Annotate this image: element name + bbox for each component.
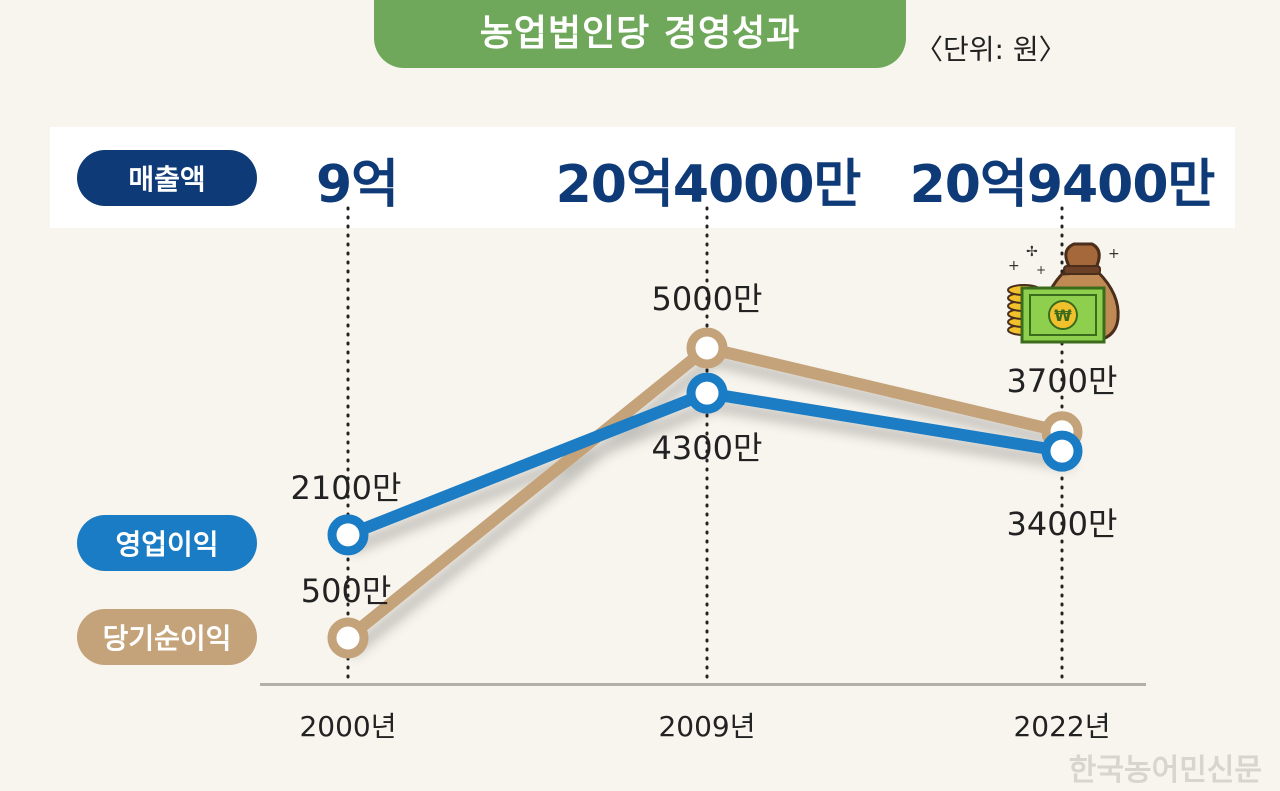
x-tick-2022: 2022년 (1013, 710, 1111, 743)
series-1-label-0: 500만 (301, 572, 392, 610)
series-0-point-2 (1041, 430, 1083, 472)
sales-value-2009: 20억4000만 (555, 155, 862, 215)
unit-label: 〈단위: 원〉 (915, 33, 1067, 66)
legend-operating-profit: 영업이익 (77, 515, 257, 571)
svg-text:₩: ₩ (1054, 306, 1072, 325)
chart-title: 농업법인당 경영성과 (479, 13, 801, 54)
series-0-label-2: 3400만 (1007, 505, 1118, 543)
svg-text:+: + (1036, 263, 1046, 277)
sales-value-2000: 9억 (316, 155, 399, 215)
series-0-label-0: 2100만 (291, 469, 402, 507)
svg-text:+: + (1108, 246, 1120, 262)
series-0-label-1: 4300만 (652, 429, 763, 467)
money-bag-icon: + ✢ + + ₩ (1007, 242, 1120, 344)
series-1-label-2: 3700만 (1007, 362, 1118, 400)
title-banner (374, 0, 906, 68)
x-tick-2009: 2009년 (658, 710, 756, 743)
sales-value-2022: 20억9400만 (909, 155, 1216, 215)
series-1-point-1 (686, 327, 728, 369)
series-0-point-1 (686, 372, 728, 414)
series-1-point-0 (327, 617, 369, 659)
svg-text:+: + (1008, 258, 1020, 274)
svg-text:✢: ✢ (1026, 244, 1038, 260)
x-axis-baseline (260, 683, 1146, 686)
legend-sales: 매출액 (77, 150, 257, 206)
legend-net-income: 당기순이익 (77, 609, 257, 665)
series-0-point-0 (327, 514, 369, 556)
x-tick-2000: 2000년 (299, 710, 397, 743)
watermark: 한국농어민신문 (1068, 753, 1262, 788)
series-1-label-1: 5000만 (652, 280, 763, 318)
